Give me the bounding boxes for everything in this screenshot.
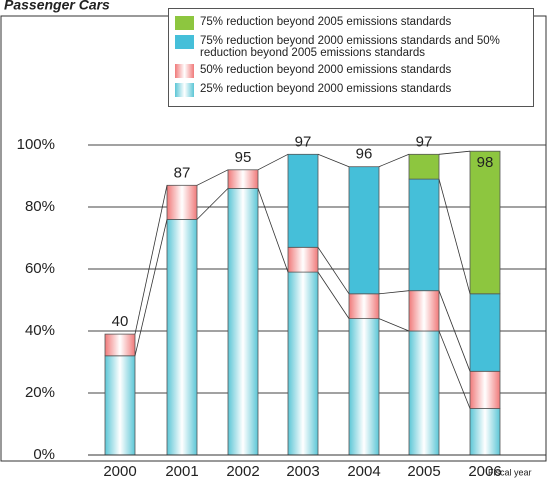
connector — [438, 330, 471, 409]
legend-swatch — [175, 64, 194, 78]
legend: 75% reduction beyond 2005 emissions stan… — [168, 8, 534, 107]
bar-segment — [469, 408, 501, 456]
connector — [257, 153, 289, 171]
bar-segment — [408, 330, 440, 456]
connector — [317, 153, 350, 168]
x-tick-label: 2004 — [347, 463, 380, 480]
legend-item: 50% reduction beyond 2000 emissions stan… — [175, 64, 527, 78]
x-tick-label: 2006 — [468, 463, 501, 480]
connector — [257, 188, 289, 273]
bar-segment — [227, 169, 259, 189]
total-label: 95 — [235, 149, 252, 166]
legend-swatch — [175, 35, 194, 49]
legend-label: 25% reduction beyond 2000 emissions stan… — [200, 83, 452, 95]
chart-title: Passenger Cars — [4, 0, 110, 13]
y-tick-label: 60% — [25, 260, 55, 277]
total-label: 40 — [112, 313, 129, 330]
connector — [196, 169, 229, 186]
x-tick-label: 2005 — [407, 463, 440, 480]
legend-swatch — [175, 83, 194, 97]
y-tick-label: 40% — [25, 322, 55, 339]
y-tick-label: 20% — [25, 384, 55, 401]
y-tick-label: 0% — [33, 446, 55, 463]
connector — [378, 290, 410, 295]
total-label: 98 — [477, 154, 494, 171]
total-label: 97 — [416, 133, 433, 150]
connector — [378, 153, 410, 168]
legend-label: 75% reduction beyond 2000 emissions stan… — [200, 35, 500, 59]
bar-segment — [408, 178, 440, 292]
bar-segment — [408, 290, 440, 332]
bar-segment — [287, 246, 319, 273]
connector — [438, 290, 471, 372]
connector — [438, 150, 471, 155]
legend-item: 75% reduction beyond 2000 emissions stan… — [175, 35, 527, 59]
y-tick-label: 80% — [25, 198, 55, 215]
bar-segment — [348, 318, 380, 456]
total-label: 97 — [295, 133, 312, 150]
bar-segment — [408, 153, 440, 180]
bar-segment — [166, 218, 198, 456]
bar-segment — [287, 271, 319, 456]
legend-label: 75% reduction beyond 2005 emissions stan… — [200, 16, 452, 28]
bar-segment — [348, 166, 380, 295]
connector — [378, 318, 410, 332]
connector — [196, 188, 229, 220]
connector — [134, 185, 168, 335]
bar-segment — [166, 184, 198, 220]
bar-segment — [287, 153, 319, 248]
x-tick-label: 2002 — [226, 463, 259, 480]
legend-item: 75% reduction beyond 2005 emissions stan… — [175, 16, 527, 30]
legend-label: 50% reduction beyond 2000 emissions stan… — [200, 64, 452, 76]
connector — [134, 219, 168, 356]
connector — [317, 247, 350, 295]
connector — [438, 178, 471, 294]
x-tick-label: 2000 — [103, 463, 136, 480]
x-tick-label: 2001 — [165, 463, 198, 480]
bar-segment — [104, 355, 136, 456]
bar-segment — [227, 187, 259, 456]
bar-segment — [104, 333, 136, 357]
bar-segment — [469, 370, 501, 409]
total-label: 87 — [174, 164, 191, 181]
connector — [317, 271, 350, 319]
y-tick-label: 100% — [17, 136, 55, 153]
x-axis-label: Fiscal year — [488, 467, 532, 477]
legend-swatch — [175, 16, 194, 30]
bar-segment — [469, 150, 501, 295]
bar-segment — [348, 293, 380, 319]
legend-item: 25% reduction beyond 2000 emissions stan… — [175, 83, 527, 97]
x-tick-label: 2003 — [286, 463, 319, 480]
total-label: 96 — [356, 146, 373, 163]
bar-segment — [469, 293, 501, 372]
